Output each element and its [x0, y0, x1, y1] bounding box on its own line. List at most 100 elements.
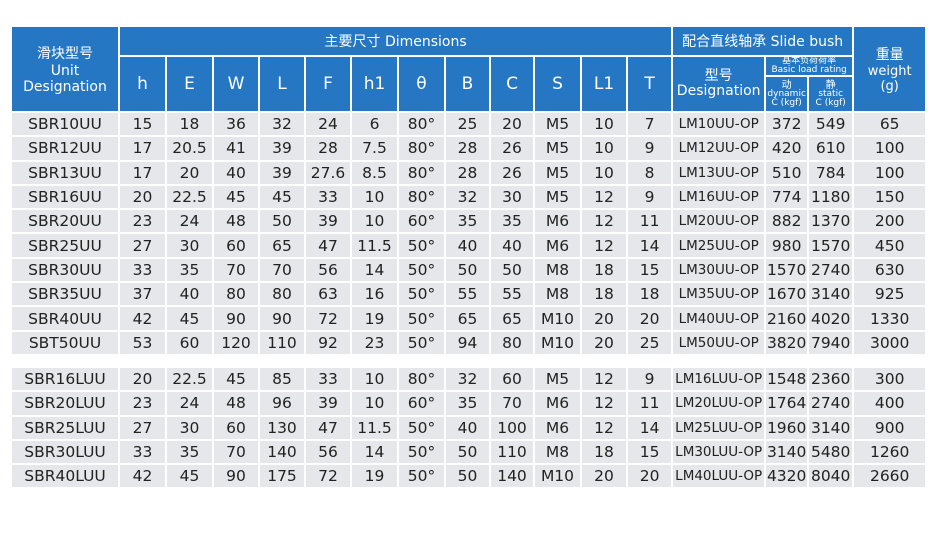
table-cell: 3140 [807, 281, 855, 308]
table-cell: 9 [625, 135, 674, 162]
table-cell: 10 [350, 183, 399, 211]
table-cell: 63 [304, 281, 352, 308]
table-cell: 19 [350, 463, 399, 490]
table-cell: LM25LUU-OP [671, 414, 767, 441]
table-cell: SBR16LUU [10, 365, 120, 393]
table-cell: 35 [444, 208, 491, 235]
table-cell: 24 [304, 110, 352, 138]
table-row: SBR20LUU 23 24 48 96 39 10 60° 35 70 M6 12 11 LM20LUU… [10, 390, 928, 417]
table-cell: 450 [852, 232, 928, 259]
table-cell: 39 [304, 390, 352, 417]
table-cell: M6 [533, 414, 582, 441]
table-cell: 40 [165, 281, 214, 308]
table-cell: M10 [533, 329, 582, 356]
table-cell: 510 [764, 159, 810, 186]
table-cell: SBR30UU [10, 256, 120, 284]
table-cell: 35 [444, 390, 491, 417]
table-cell: 50° [397, 463, 446, 490]
table-cell: 65 [489, 305, 535, 332]
table-cell: 10 [580, 159, 628, 186]
table-cell: 80° [397, 183, 446, 211]
table-cell: 32 [444, 365, 491, 393]
table-cell: 200 [852, 208, 928, 235]
table-cell: 11.5 [350, 414, 399, 441]
table-cell: 1570 [764, 256, 810, 284]
table-cell: 48 [212, 390, 260, 417]
table-cell: LM10UU-OP [671, 110, 767, 138]
table-cell: SBR25LUU [10, 414, 120, 441]
dimension-column-header: S [533, 55, 582, 113]
table-cell: 30 [165, 414, 214, 441]
static-header: 静 static C (kgf) [807, 75, 855, 113]
table-cell: 28 [304, 135, 352, 162]
table-cell: 60 [212, 232, 260, 259]
header-text: 静 [825, 79, 836, 91]
table-cell: M5 [533, 110, 582, 138]
dimension-column-header: T [625, 55, 674, 113]
dimension-column-header: W [212, 55, 260, 113]
table-cell: 39 [258, 159, 306, 186]
table-cell: 90 [258, 305, 306, 332]
table-cell: 2740 [807, 390, 855, 417]
table-cell: LM20LUU-OP [671, 390, 767, 417]
table-cell: 26 [489, 159, 535, 186]
table-cell: 20.5 [165, 135, 214, 162]
table-cell: 45 [165, 305, 214, 332]
table-cell: 37 [118, 281, 167, 308]
table-cell: SBR20LUU [10, 390, 120, 417]
table-cell: 56 [304, 256, 352, 284]
table-cell: LM25UU-OP [671, 232, 767, 259]
header-text: 重量 [875, 47, 904, 63]
table-cell: 35 [165, 438, 214, 466]
table-cell: 6 [350, 110, 399, 138]
table-cell: 50 [444, 256, 491, 284]
table-cell: 36 [212, 110, 260, 138]
table-cell: 50° [397, 232, 446, 259]
table-cell: 14 [350, 256, 399, 284]
table-row: SBR20UU 23 24 48 50 39 10 60° 35 35 M6 12 11 LM20UU-O… [10, 208, 928, 235]
table-cell: M6 [533, 390, 582, 417]
table-cell: SBR13UU [10, 159, 120, 186]
header-text: Unit [50, 63, 80, 79]
table-cell: 15 [625, 438, 674, 466]
dimension-column-header: F [304, 55, 352, 113]
dimension-column-header: h1 [350, 55, 399, 113]
table-cell: 20 [118, 183, 167, 211]
table-cell: 65 [852, 110, 928, 138]
table-cell: 23 [350, 329, 399, 356]
table-cell: 784 [807, 159, 855, 186]
table-cell: 12 [580, 414, 628, 441]
table-cell: 24 [165, 208, 214, 235]
dimension-column-header: θ [397, 55, 446, 113]
table-cell: 55 [489, 281, 535, 308]
table-row: SBR35UU 37 40 80 80 63 16 50° 55 55 M8 18 18 LM35UU-O… [10, 281, 928, 308]
header-text: (g) [880, 79, 899, 94]
table-cell: 70 [212, 438, 260, 466]
table-cell: M8 [533, 281, 582, 308]
table-cell: 48 [212, 208, 260, 235]
table-row: SBR25UU 27 30 60 65 47 11.5 50° 40 40 M6 12 14 LM25UU… [10, 232, 928, 259]
table-cell: LM30LUU-OP [671, 438, 767, 466]
table-cell: 549 [807, 110, 855, 138]
table-cell: 2740 [807, 256, 855, 284]
table-cell: 120 [212, 329, 260, 356]
header-text: C (kgf) [771, 97, 802, 108]
spec-table: 滑块型号 Unit Designation 主要尺寸 Dimensions 配合直线… [10, 25, 928, 490]
table-row: SBR13UU 17 20 40 39 27.6 8.5 80° 28 26 M5 10 8 LM13UU… [10, 159, 928, 186]
table-cell: 110 [489, 438, 535, 466]
table-cell: 70 [258, 256, 306, 284]
dimension-column-header: L [258, 55, 306, 113]
unit-header: 滑块型号 Unit Designation [10, 25, 120, 113]
table-cell: 65 [444, 305, 491, 332]
table-cell: LM16UU-OP [671, 183, 767, 211]
table-cell: 60 [165, 329, 214, 356]
table-cell: 7 [625, 110, 674, 138]
table-cell: 28 [444, 159, 491, 186]
table-row: SBR12UU 17 20.5 41 39 28 7.5 80° 28 26 M5 10 9 LM12UU… [10, 135, 928, 162]
table-cell: 10 [350, 390, 399, 417]
table-cell: 1764 [764, 390, 810, 417]
table-row: SBR30UU 33 35 70 70 56 14 50° 50 50 M8 18 15 LM30UU-O… [10, 256, 928, 284]
table-cell: 100 [489, 414, 535, 441]
table-cell: 40 [444, 232, 491, 259]
